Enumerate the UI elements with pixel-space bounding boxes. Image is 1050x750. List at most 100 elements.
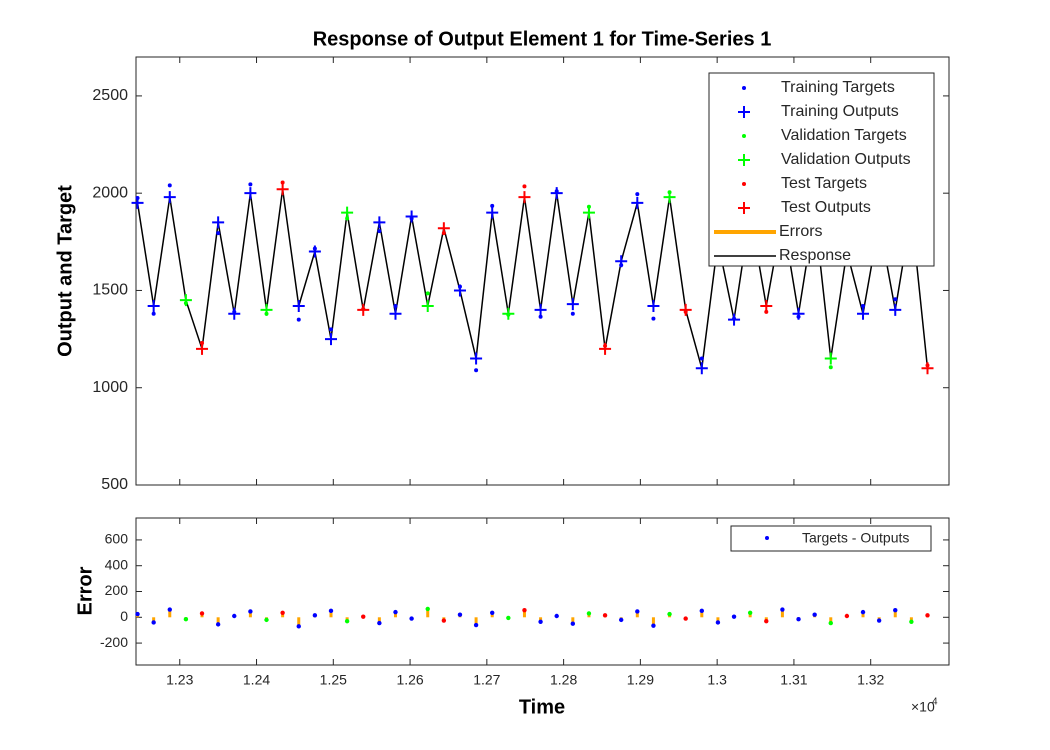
y-tick-label: 0 — [120, 608, 128, 624]
error-point — [586, 611, 592, 616]
error-point — [538, 619, 543, 625]
legend-marker — [742, 182, 746, 186]
error-point — [764, 618, 769, 624]
y-tick-label: 400 — [105, 556, 129, 572]
x-tick-label: 1.28 — [550, 672, 577, 688]
error-point — [844, 613, 850, 619]
error-point — [312, 613, 318, 618]
error-point — [506, 615, 511, 621]
error-point — [361, 614, 366, 619]
x-tick-label: 1.3 — [707, 672, 727, 688]
legend-label: Validation Outputs — [781, 151, 911, 168]
error-point — [522, 607, 527, 613]
x-tick-label: 1.26 — [396, 672, 423, 688]
output-marker — [663, 191, 676, 204]
y-tick-label: 200 — [105, 582, 129, 598]
target-marker — [474, 368, 479, 373]
output-marker — [695, 362, 708, 375]
error-point — [232, 613, 237, 619]
x-axis-label: Time — [519, 696, 565, 718]
target-marker — [522, 184, 527, 189]
y-tick-label: 1000 — [92, 379, 128, 396]
output-marker — [341, 206, 354, 219]
output-marker — [357, 303, 370, 316]
legend-label: Training Outputs — [781, 103, 899, 120]
x-tick-label: 1.24 — [243, 672, 270, 688]
output-marker — [453, 284, 466, 297]
output-marker — [502, 307, 515, 320]
error-point — [280, 610, 285, 615]
error-point — [183, 617, 189, 622]
output-marker — [373, 216, 386, 229]
output-marker — [308, 245, 321, 258]
error-point — [876, 618, 882, 623]
legend-label: Targets - Outputs — [802, 530, 909, 546]
response-line — [136, 189, 929, 369]
legend-marker — [742, 86, 746, 90]
error-point — [554, 613, 559, 619]
error-point — [393, 609, 398, 615]
legend-marker — [742, 134, 746, 138]
x-tick-label: 1.32 — [857, 672, 884, 688]
output-marker — [244, 187, 257, 200]
error-point — [780, 607, 785, 612]
target-marker — [570, 311, 575, 316]
error-point — [651, 623, 656, 628]
output-marker — [889, 303, 902, 316]
error-point — [409, 616, 414, 621]
error-point — [635, 609, 640, 614]
target-marker — [248, 182, 253, 187]
error-point — [296, 624, 301, 629]
output-marker — [228, 307, 241, 320]
error-point — [425, 606, 430, 612]
output-marker — [292, 300, 305, 313]
error-point — [909, 619, 914, 625]
error-point — [812, 612, 817, 617]
target-marker — [861, 304, 866, 309]
output-marker — [550, 187, 563, 200]
output-marker — [518, 191, 531, 204]
output-marker — [566, 298, 579, 311]
output-marker — [760, 300, 773, 313]
error-point — [925, 613, 930, 618]
error-point — [699, 608, 704, 614]
error-point — [828, 620, 833, 626]
error-point — [377, 620, 382, 626]
x-multiplier-exponent: 4 — [932, 697, 938, 708]
legend-label: Validation Targets — [781, 127, 907, 144]
chart-title: Response of Output Element 1 for Time-Se… — [313, 28, 772, 50]
y-axis-label: Error — [74, 566, 96, 615]
target-marker — [635, 192, 640, 197]
output-marker — [486, 206, 499, 219]
target-marker — [393, 304, 398, 309]
output-marker — [631, 196, 644, 209]
error-point — [457, 612, 463, 617]
output-marker — [405, 210, 418, 223]
y-tick-label: 600 — [105, 531, 129, 547]
error-point — [490, 610, 495, 615]
y-tick-label: 1500 — [92, 282, 128, 299]
output-marker — [534, 303, 547, 316]
legend-label: Errors — [779, 223, 823, 240]
x-tick-label: 1.29 — [627, 672, 654, 688]
output-marker — [615, 255, 628, 268]
output-marker — [921, 362, 934, 375]
y-tick-label: -200 — [100, 634, 128, 650]
x-tick-label: 1.23 — [166, 672, 193, 688]
output-marker — [179, 294, 192, 307]
x-tick-label: 1.25 — [320, 672, 347, 688]
error-point — [860, 609, 866, 615]
legend-label: Training Targets — [781, 79, 895, 96]
output-marker — [421, 300, 434, 313]
x-tick-label: 1.31 — [780, 672, 807, 688]
output-marker — [728, 313, 741, 326]
y-axis-label: Output and Target — [54, 185, 76, 357]
output-marker — [260, 303, 273, 316]
legend-label: Test Outputs — [781, 199, 871, 216]
error-point — [473, 622, 479, 628]
output-marker — [582, 206, 595, 219]
error-point — [796, 617, 801, 622]
error-point — [328, 608, 334, 614]
output-marker — [824, 352, 837, 365]
